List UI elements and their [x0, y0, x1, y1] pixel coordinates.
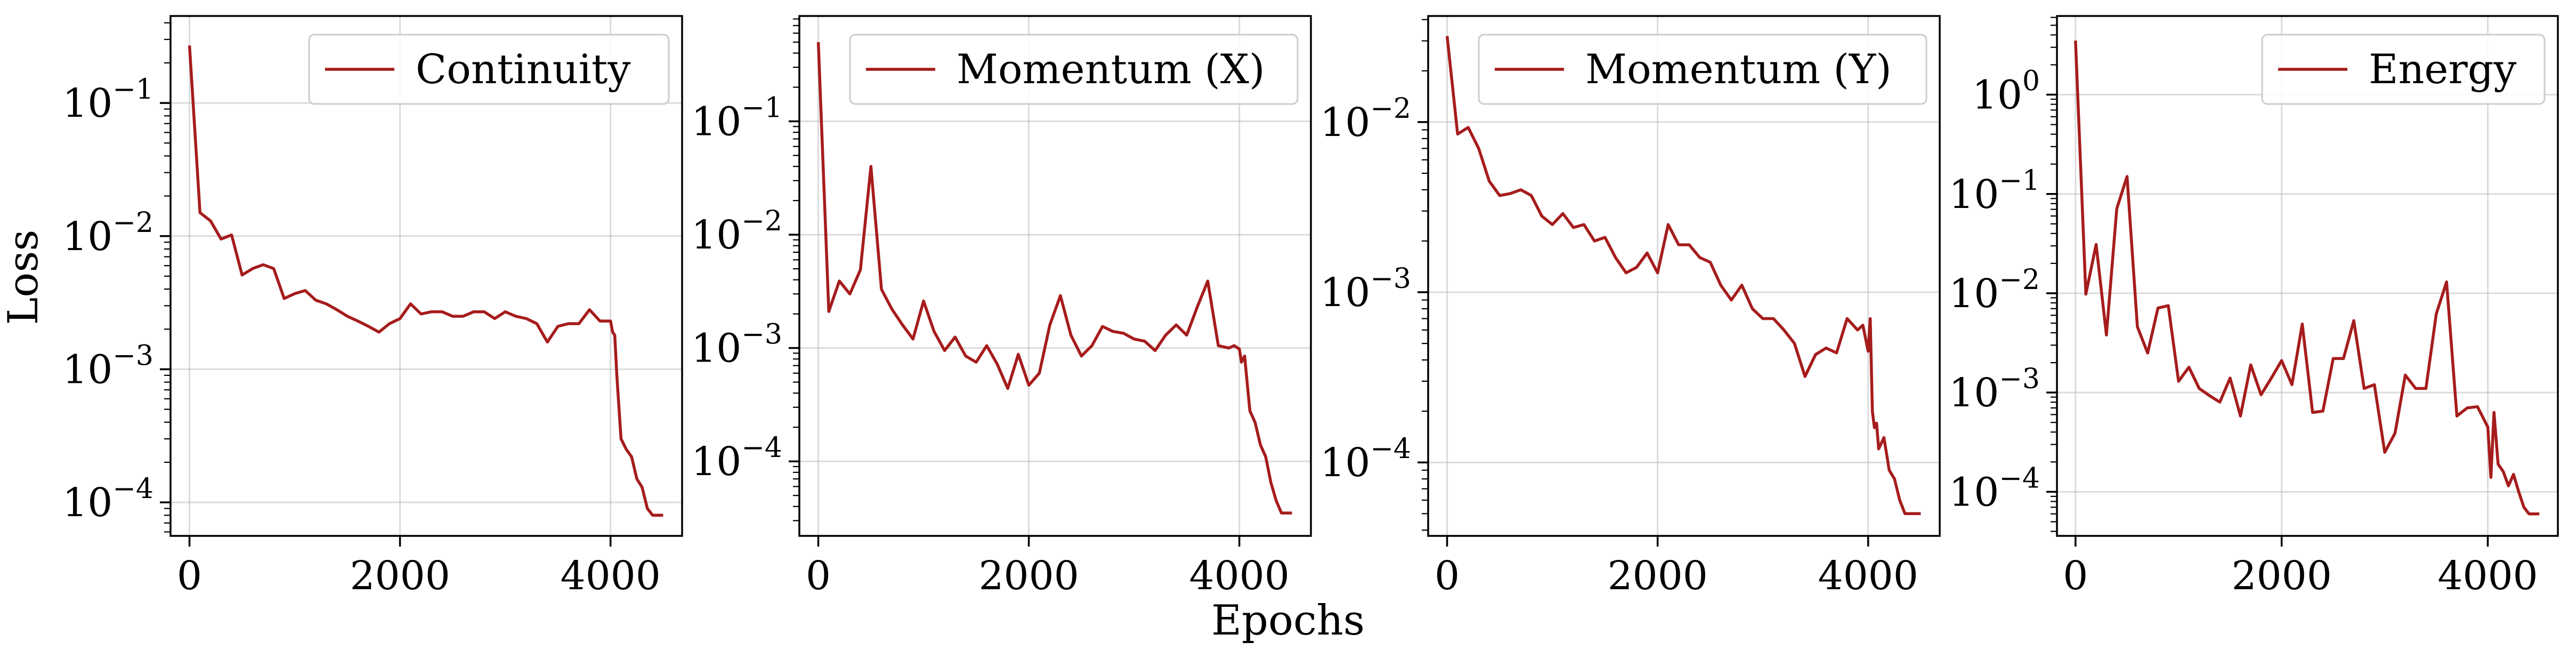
y-tick-label: 10−4 [1320, 433, 1411, 486]
series-line-3 [1445, 36, 1921, 516]
legend-entry: Momentum (Y) [1585, 45, 1892, 93]
y-tick-base: 10 [62, 347, 112, 392]
plot-frame [2056, 15, 2559, 537]
y-tick-exponent: 0 [2022, 66, 2040, 98]
series-line-1 [188, 45, 663, 517]
y-tick-exponent: −4 [741, 432, 782, 464]
y-tick-exponent: −4 [112, 473, 153, 505]
legend-box [308, 34, 670, 105]
y-tick-exponent: −1 [112, 74, 153, 106]
x-tick-label: 2000 [2231, 553, 2331, 599]
y-tick-exponent: −1 [741, 92, 782, 124]
y-tick-base: 10 [62, 480, 112, 526]
y-tick-exponent: −2 [112, 207, 153, 239]
y-tick-exponent: −3 [1370, 263, 1411, 295]
plot-frame [169, 15, 683, 537]
y-tick-exponent: −3 [1999, 363, 2040, 395]
legend: Energy [2261, 34, 2546, 105]
y-tick-label: 10−2 [691, 205, 782, 258]
x-tick-label: 4000 [1189, 553, 1290, 599]
y-tick-base: 10 [1949, 469, 1999, 515]
x-tick-label: 0 [1435, 553, 1460, 599]
y-tick-label: 10−3 [1949, 363, 2040, 416]
y-tick-exponent: −3 [112, 340, 153, 372]
y-tick-base: 10 [62, 214, 112, 260]
legend: Momentum (Y) [1478, 34, 1927, 105]
y-tick-label: 10−4 [1949, 462, 2040, 515]
y-tick-label: 10−2 [1949, 264, 2040, 317]
legend: Continuity [308, 34, 670, 105]
x-tick-label: 4000 [2437, 553, 2538, 599]
legend-box [849, 34, 1299, 105]
y-tick-exponent: −2 [1370, 93, 1411, 125]
legend-entry: Continuity [416, 45, 630, 93]
y-tick-base: 10 [1949, 370, 1999, 416]
x-tick-label: 2000 [350, 553, 450, 599]
y-tick-label: 10−4 [691, 432, 782, 485]
y-tick-base: 10 [1949, 271, 1999, 317]
plot-frame [798, 15, 1312, 537]
y-tick-exponent: −4 [1370, 433, 1411, 465]
series-line-2 [816, 42, 1292, 515]
y-tick-base: 10 [691, 99, 741, 145]
y-tick-label: 100 [1972, 66, 2040, 118]
y-tick-label: 10−2 [1320, 93, 1411, 146]
y-tick-label: 10−1 [1949, 165, 2040, 218]
y-tick-label: 10−1 [691, 92, 782, 145]
y-tick-exponent: −2 [1999, 264, 2040, 296]
x-tick-label: 2000 [978, 553, 1079, 599]
legend-entry: Energy [2369, 45, 2516, 93]
plot-frame [1427, 15, 1941, 537]
legend: Momentum (X) [849, 34, 1299, 105]
y-tick-base: 10 [1320, 440, 1370, 486]
legend-entry: Momentum (X) [957, 45, 1265, 93]
x-tick-label: 4000 [1818, 553, 1918, 599]
y-tick-base: 10 [62, 81, 112, 126]
x-axis-label: Epochs [1211, 597, 1365, 645]
y-tick-base: 10 [1320, 270, 1370, 316]
y-tick-exponent: −4 [1999, 462, 2040, 494]
y-tick-base: 10 [1949, 172, 1999, 218]
y-tick-label: 10−2 [62, 207, 153, 260]
x-tick-label: 0 [177, 553, 202, 599]
y-tick-base: 10 [691, 326, 741, 372]
legend-box [1478, 34, 1927, 105]
y-tick-base: 10 [691, 212, 741, 258]
y-tick-base: 10 [691, 439, 741, 485]
x-tick-label: 0 [2063, 553, 2088, 599]
y-tick-exponent: −2 [741, 205, 782, 237]
y-tick-label: 10−3 [62, 340, 153, 392]
y-axis-label: Loss [0, 230, 47, 325]
y-tick-base: 10 [1320, 100, 1370, 146]
x-tick-label: 0 [806, 553, 831, 599]
y-tick-label: 10−1 [62, 74, 153, 126]
x-tick-label: 2000 [1607, 553, 1707, 599]
y-tick-label: 10−3 [1320, 263, 1411, 316]
series-line-4 [2074, 41, 2540, 516]
y-tick-exponent: −1 [1999, 165, 2040, 197]
y-tick-base: 10 [1972, 73, 2022, 118]
y-tick-exponent: −3 [741, 319, 782, 351]
y-tick-label: 10−3 [691, 319, 782, 372]
x-tick-label: 4000 [561, 553, 661, 599]
y-tick-label: 10−4 [62, 473, 153, 526]
legend-box [2261, 34, 2546, 105]
